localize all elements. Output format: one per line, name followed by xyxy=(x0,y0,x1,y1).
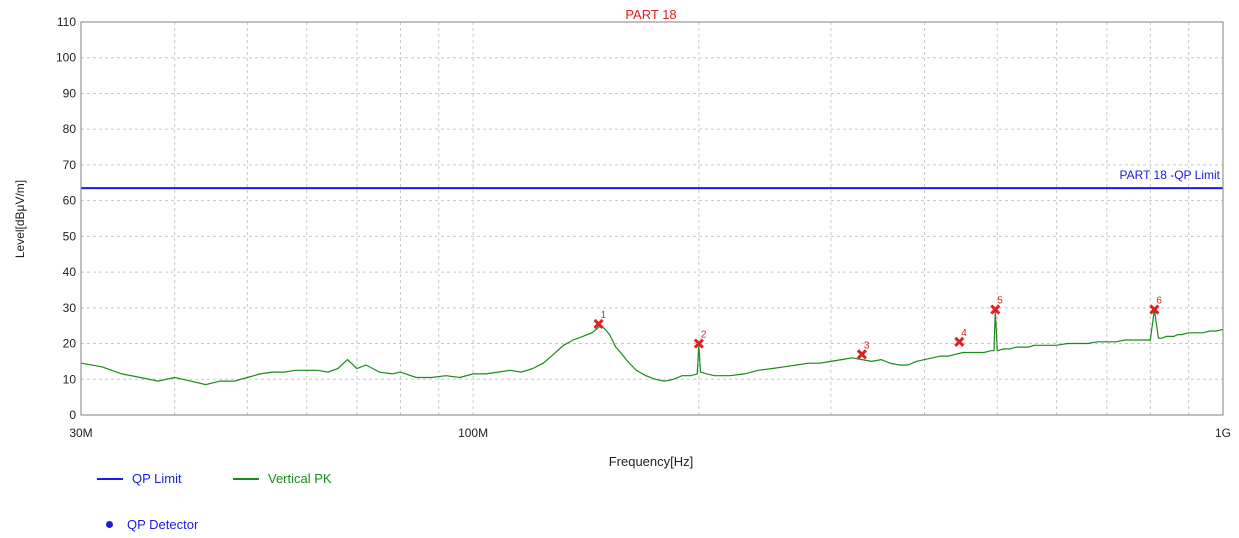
y-tick-label: 40 xyxy=(63,265,77,279)
legend-dot-qp-detector xyxy=(106,521,113,528)
y-tick-label: 70 xyxy=(63,158,77,172)
marker-3: 3 xyxy=(856,340,870,360)
legend-label-qp-detector: QP Detector xyxy=(127,517,199,532)
y-tick-label: 20 xyxy=(63,337,77,351)
y-tick-label: 100 xyxy=(56,51,76,65)
legend-item-vertical-pk: Vertical PK xyxy=(233,471,332,486)
marker-label: 3 xyxy=(864,340,870,351)
marker-label: 1 xyxy=(601,310,607,321)
marker-cross-b xyxy=(990,304,1001,315)
marker-cross-b xyxy=(693,338,704,349)
marker-cross-b xyxy=(856,349,867,360)
marker-label: 5 xyxy=(997,296,1003,307)
marker-4: 4 xyxy=(954,328,967,347)
chart-title: PART 18 xyxy=(625,7,676,22)
plot-frame xyxy=(80,21,1224,416)
legend-swatch-qp-limit xyxy=(97,477,123,480)
marker-6: 6 xyxy=(1149,296,1162,315)
y-tick-label: 10 xyxy=(63,372,77,386)
legend-swatch-vertical-pk xyxy=(233,477,259,480)
marker-label: 2 xyxy=(701,330,707,341)
legend-label-vertical-pk: Vertical PK xyxy=(268,471,332,486)
series-line-vertical-pk xyxy=(80,309,1224,386)
legend-item-qp-detector: QP Detector xyxy=(106,517,198,532)
y-axis-label: Level[dBμV/m] xyxy=(13,180,27,258)
marker-cross-b xyxy=(593,318,604,329)
y-tick-label: 60 xyxy=(63,194,77,208)
qp-limit-label: PART 18 -QP Limit xyxy=(1120,168,1221,182)
y-tick-label: 110 xyxy=(57,15,76,29)
x-tick-label: 1G xyxy=(1215,426,1231,440)
x-tick-label: 30M xyxy=(69,426,92,440)
marker-5: 5 xyxy=(990,296,1003,315)
limit-line-group: PART 18 -QP Limit xyxy=(81,168,1223,190)
x-axis-label: Frequency[Hz] xyxy=(609,454,694,469)
grid xyxy=(81,22,1223,415)
marker-cross-b xyxy=(1149,304,1160,315)
y-axis: 0 10 20 30 40 50 60 70 80 90 100 110 xyxy=(56,15,76,422)
marker-2: 2 xyxy=(693,330,707,349)
marker-label: 6 xyxy=(1156,296,1162,307)
legend-label-qp-limit: QP Limit xyxy=(132,471,182,486)
markers-group: 1 2 3 4 5 6 xyxy=(593,296,1162,360)
y-tick-label: 50 xyxy=(63,229,77,243)
y-tick-label: 90 xyxy=(63,86,77,100)
marker-cross-b xyxy=(954,336,965,347)
x-tick-label: 100M xyxy=(458,426,488,440)
marker-1: 1 xyxy=(593,310,607,329)
series-group xyxy=(80,309,1224,386)
x-axis: 30M 100M 1G xyxy=(69,426,1231,440)
legend-item-qp-limit: QP Limit xyxy=(97,471,182,486)
marker-label: 4 xyxy=(961,328,967,339)
y-tick-label: 30 xyxy=(63,301,77,315)
y-tick-label: 80 xyxy=(63,122,77,136)
y-tick-label: 0 xyxy=(69,408,76,422)
